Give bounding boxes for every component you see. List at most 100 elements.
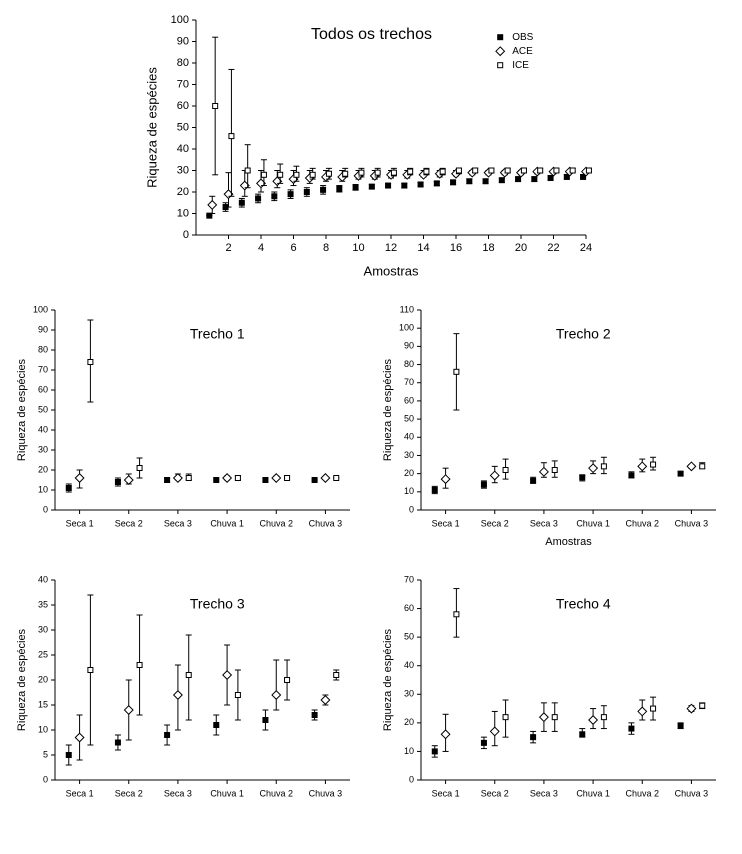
svg-text:0: 0	[43, 504, 48, 514]
svg-text:40: 40	[404, 660, 414, 670]
svg-text:20: 20	[177, 186, 189, 198]
svg-text:ACE: ACE	[512, 46, 533, 57]
svg-text:80: 80	[38, 344, 48, 354]
svg-text:Seca 1: Seca 1	[432, 518, 460, 528]
svg-text:60: 60	[38, 384, 48, 394]
svg-text:12: 12	[385, 242, 397, 254]
svg-text:40: 40	[38, 424, 48, 434]
chart-trecho-3: 0 5 10 15 20 25 30 35 40 Seca 1 Seca 2 Seca 3 Chuva …	[10, 570, 366, 820]
svg-text:Seca 2: Seca 2	[115, 518, 143, 528]
svg-text:Chuva 2: Chuva 2	[259, 788, 293, 798]
svg-text:60: 60	[404, 395, 414, 405]
svg-text:10: 10	[404, 746, 414, 756]
svg-text:30: 30	[177, 164, 189, 176]
svg-text:60: 60	[177, 100, 189, 112]
main-chart: 0102030405060708090100246810121416182022…	[141, 10, 601, 280]
svg-text:110: 110	[400, 304, 414, 314]
svg-text:90: 90	[38, 324, 48, 334]
svg-text:60: 60	[404, 603, 414, 613]
svg-text:0: 0	[409, 504, 414, 514]
svg-text:100: 100	[171, 14, 189, 26]
svg-text:40: 40	[404, 432, 414, 442]
chart-trecho-1: 0102030405060708090100Seca 1Seca 2Seca 3…	[10, 300, 366, 550]
svg-text:15: 15	[38, 699, 48, 709]
svg-text:Chuva 1: Chuva 1	[210, 788, 244, 798]
svg-text:Riqueza de espécies: Riqueza de espécies	[16, 358, 28, 461]
svg-text:25: 25	[38, 649, 48, 659]
svg-text:10: 10	[38, 724, 48, 734]
svg-text:10: 10	[177, 207, 189, 219]
svg-text:OBS: OBS	[512, 32, 533, 43]
svg-text:30: 30	[404, 450, 414, 460]
svg-text:Chuva 1: Chuva 1	[576, 788, 610, 798]
bottom-grid: 0102030405060708090100Seca 1Seca 2Seca 3…	[10, 300, 732, 820]
svg-text:Trecho 1: Trecho 1	[190, 326, 245, 342]
svg-text:16: 16	[450, 242, 462, 254]
svg-text:Riqueza de espécies: Riqueza de espécies	[382, 628, 394, 731]
svg-text:100: 100	[33, 304, 48, 314]
svg-text:30: 30	[404, 689, 414, 699]
svg-text:20: 20	[38, 674, 48, 684]
svg-text:10: 10	[404, 486, 414, 496]
svg-text:22: 22	[547, 242, 559, 254]
svg-text:Riqueza de espécies: Riqueza de espécies	[382, 358, 394, 461]
svg-text:0: 0	[183, 229, 189, 241]
svg-text:Chuva 3: Chuva 3	[309, 518, 343, 528]
svg-text:Chuva 2: Chuva 2	[625, 518, 659, 528]
svg-text:24: 24	[580, 242, 592, 254]
svg-text:Amostras: Amostras	[545, 536, 592, 548]
svg-text:Trecho 2: Trecho 2	[556, 326, 611, 342]
svg-text:Amostras: Amostras	[364, 263, 419, 278]
svg-text:10: 10	[352, 242, 364, 254]
svg-text:Trecho 4: Trecho 4	[556, 596, 611, 612]
svg-text:5: 5	[43, 749, 48, 759]
svg-text:Chuva 3: Chuva 3	[309, 788, 343, 798]
svg-text:Chuva 3: Chuva 3	[675, 788, 709, 798]
svg-text:Chuva 2: Chuva 2	[625, 788, 659, 798]
svg-text:Seca 1: Seca 1	[66, 518, 94, 528]
svg-text:ICE: ICE	[512, 60, 529, 71]
svg-text:Seca 1: Seca 1	[432, 788, 460, 798]
svg-text:20: 20	[38, 464, 48, 474]
svg-text:40: 40	[177, 143, 189, 155]
svg-text:8: 8	[323, 242, 329, 254]
svg-text:6: 6	[290, 242, 296, 254]
svg-text:50: 50	[404, 413, 414, 423]
svg-text:Seca 3: Seca 3	[164, 788, 192, 798]
svg-text:Todos os trechos: Todos os trechos	[311, 26, 432, 43]
svg-text:50: 50	[177, 121, 189, 133]
svg-text:70: 70	[38, 364, 48, 374]
svg-text:Chuva 2: Chuva 2	[259, 518, 293, 528]
svg-text:50: 50	[404, 632, 414, 642]
svg-text:Riqueza de espécies: Riqueza de espécies	[144, 67, 159, 188]
svg-text:30: 30	[38, 624, 48, 634]
svg-text:20: 20	[515, 242, 527, 254]
chart-trecho-2: 0102030405060708090100110Seca 1Seca 2Sec…	[376, 300, 732, 550]
svg-text:70: 70	[404, 377, 414, 387]
svg-text:35: 35	[38, 599, 48, 609]
svg-text:Chuva 1: Chuva 1	[210, 518, 244, 528]
svg-text:20: 20	[404, 468, 414, 478]
svg-text:Riqueza de espécies: Riqueza de espécies	[16, 628, 28, 731]
svg-text:20: 20	[404, 717, 414, 727]
svg-text:40: 40	[38, 574, 48, 584]
svg-text:2: 2	[225, 242, 231, 254]
svg-text:Seca 1: Seca 1	[66, 788, 94, 798]
svg-text:14: 14	[417, 242, 429, 254]
top-row: 0102030405060708090100246810121416182022…	[10, 10, 732, 280]
svg-text:50: 50	[38, 404, 48, 414]
svg-text:80: 80	[404, 359, 414, 369]
svg-text:70: 70	[404, 574, 414, 584]
svg-text:10: 10	[38, 484, 48, 494]
svg-text:70: 70	[177, 78, 189, 90]
svg-text:Seca 2: Seca 2	[481, 518, 509, 528]
svg-text:Seca 2: Seca 2	[481, 788, 509, 798]
svg-text:Chuva 1: Chuva 1	[576, 518, 610, 528]
svg-text:Chuva 3: Chuva 3	[675, 518, 709, 528]
svg-text:Seca 2: Seca 2	[115, 788, 143, 798]
svg-text:18: 18	[482, 242, 494, 254]
svg-text:4: 4	[258, 242, 264, 254]
svg-text:Trecho 3: Trecho 3	[190, 596, 245, 612]
svg-text:0: 0	[43, 774, 48, 784]
svg-text:0: 0	[409, 774, 414, 784]
